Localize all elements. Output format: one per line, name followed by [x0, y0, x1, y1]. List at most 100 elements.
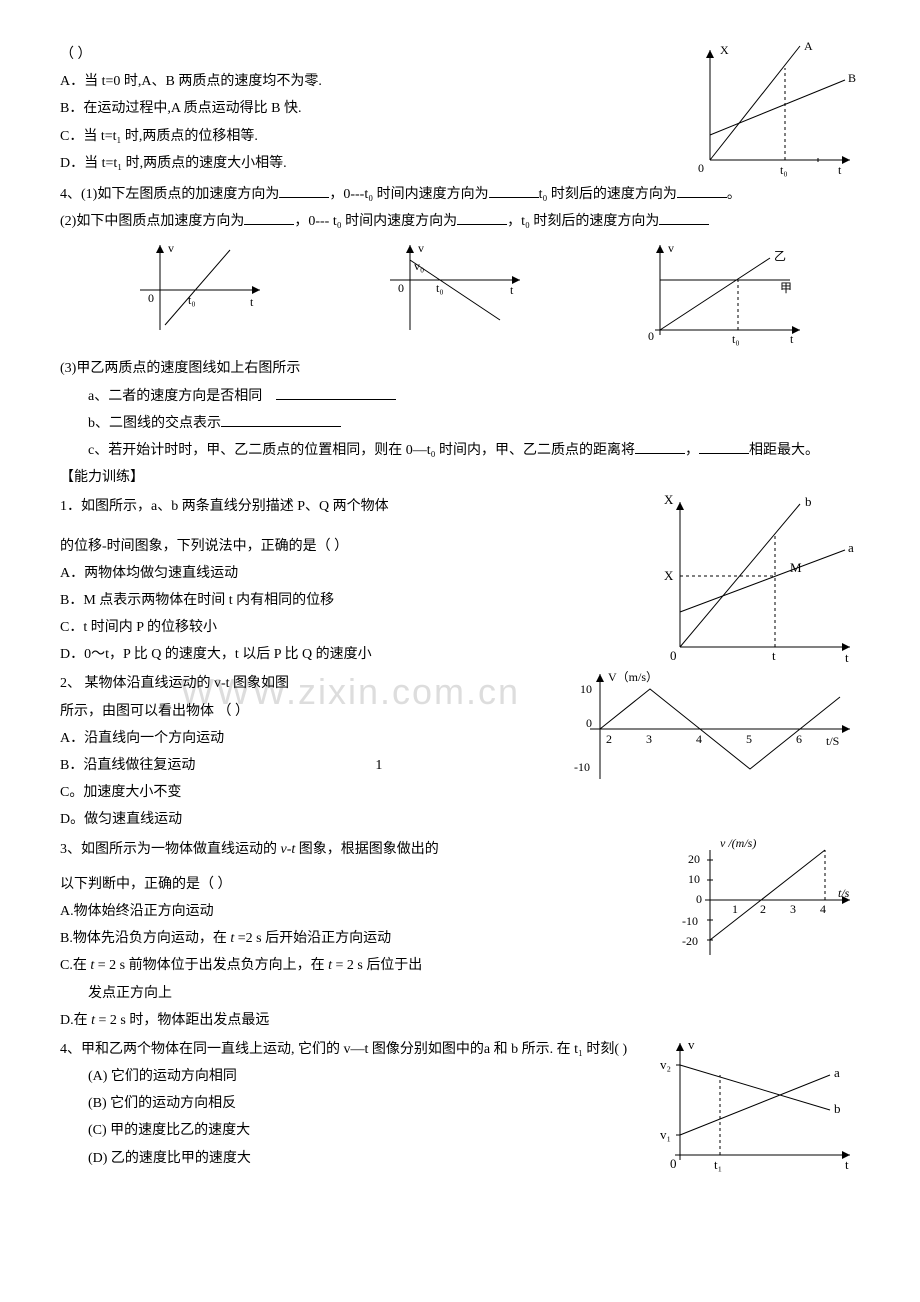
svg-text:0: 0	[586, 716, 592, 730]
svg-text:20: 20	[688, 852, 700, 866]
svg-text:v₀: v₀	[414, 259, 424, 273]
svg-text:0: 0	[648, 329, 654, 343]
p3-d: D.在 t = 2 s 时，物体距出发点最远	[60, 1008, 660, 1033]
svg-text:-20: -20	[682, 934, 698, 948]
svg-text:t₀: t₀	[780, 163, 788, 177]
svg-text:X: X	[664, 492, 674, 507]
p2-line2: 所示，由图可以看出物体 （ ）	[60, 699, 570, 724]
q4-2: (2)如下中图质点加速度方向为，0--- t₀ 时间内速度方向为，t₀ 时刻后的…	[60, 209, 860, 234]
svg-text:4: 4	[820, 902, 826, 916]
fig-vt-triangle: V（m/s） 10 0 -10 2 3 4 5 6 t/S	[570, 669, 860, 789]
svg-text:v: v	[688, 1037, 695, 1052]
svg-text:v /(m/s): v /(m/s)	[720, 836, 756, 850]
p4-intro: 4、甲和乙两个物体在同一直线上运动, 它们的 v—t 图像分别如图中的a 和 b…	[60, 1037, 650, 1062]
svg-text:2: 2	[760, 902, 766, 916]
p1-d: D．0～t，P 比 Q 的速度大，t 以后 P 比 Q 的速度小	[60, 642, 650, 667]
svg-text:t₀: t₀	[436, 281, 444, 295]
svg-text:a: a	[848, 540, 854, 555]
svg-text:0: 0	[670, 648, 677, 663]
svg-text:2: 2	[606, 732, 612, 746]
svg-text:a: a	[834, 1065, 840, 1080]
svg-text:X: X	[664, 568, 674, 583]
svg-text:t/S: t/S	[826, 734, 839, 748]
p1-line2: 的位移-时间图象，下列说法中，正确的是（ ）	[60, 534, 650, 559]
svg-text:v: v	[168, 241, 174, 255]
p2-d: D。做匀速直线运动	[60, 807, 570, 832]
fig-vt-left: v 0 t₀ t	[110, 240, 270, 340]
q4-3c: c、若开始计时时，甲、乙二质点的位置相同，则在 0—t₀ 时间内，甲、乙二质点的…	[60, 438, 860, 463]
svg-text:t: t	[845, 1157, 849, 1172]
p1-c: C．t 时间内 P 的位移较小	[60, 615, 650, 640]
svg-text:1: 1	[732, 902, 738, 916]
svg-text:t: t	[838, 163, 842, 177]
svg-text:t/s: t/s	[838, 886, 850, 900]
svg-text:10: 10	[580, 682, 592, 696]
p2-intro: 2、 某物体沿直线运动的 v-t 图象如图	[60, 671, 570, 696]
svg-text:v₁: v₁	[660, 1127, 671, 1142]
fig-vt-mid: v v₀ 0 t₀ t	[370, 240, 530, 340]
q3-opt-c: C．当 t=t₁ 时,两质点的位移相等.	[60, 124, 690, 149]
svg-text:b: b	[805, 494, 812, 509]
p3-a: A.物体始终沿正方向运动	[60, 899, 660, 924]
q4-3a: a、二者的速度方向是否相同	[60, 384, 860, 409]
svg-text:0: 0	[148, 291, 154, 305]
p2-b: B．沿直线做往复运动1	[60, 753, 570, 778]
svg-text:3: 3	[646, 732, 652, 746]
p4-a: (A) 它们的运动方向相同	[60, 1064, 650, 1089]
q3-opt-a: A．当 t=0 时,A、B 两质点的速度均不为零.	[60, 69, 690, 94]
svg-text:v: v	[668, 241, 674, 255]
svg-text:t₀: t₀	[188, 293, 196, 307]
svg-text:6: 6	[796, 732, 802, 746]
svg-text:t: t	[790, 332, 794, 346]
p2-a: A．沿直线向一个方向运动	[60, 726, 570, 751]
fig-vt-right: v 乙 甲 0 t₀ t	[630, 240, 810, 350]
svg-text:5: 5	[746, 732, 752, 746]
p3-line2: 以下判断中，正确的是（ ）	[60, 872, 660, 897]
p1-b: B．M 点表示两物体在时间 t 内有相同的位移	[60, 588, 650, 613]
p4-b: (B) 它们的运动方向相反	[60, 1091, 650, 1116]
svg-text:v₂: v₂	[660, 1057, 671, 1072]
p3-b: B.物体先沿负方向运动，在 t =2 s 后开始沿正方向运动	[60, 926, 660, 951]
svg-text:乙: 乙	[774, 249, 786, 263]
three-graphs: v 0 t₀ t v v₀ 0 t₀ t v 乙 甲 0 t₀ t	[60, 240, 860, 350]
ability-header: 【能力训练】	[60, 465, 860, 490]
q3-opt-d: D．当 t=t₁ 时,两质点的速度大小相等.	[60, 151, 690, 176]
q4-3: (3)甲乙两质点的速度图线如上右图所示	[60, 356, 860, 381]
p3-c: C.在 t = 2 s 前物体位于出发点负方向上，在 t = 2 s 后位于出	[60, 953, 660, 978]
q3-intro: （ ）	[60, 42, 690, 67]
svg-text:B: B	[848, 71, 856, 85]
svg-text:3: 3	[790, 902, 796, 916]
q3-block: （ ） A．当 t=0 时,A、B 两质点的速度均不为零. B．在运动过程中,A…	[60, 40, 860, 180]
p1-block: 1．如图所示，a、b 两条直线分别描述 P、Q 两个物体 的位移-时间图象，下列…	[60, 492, 860, 669]
svg-text:v: v	[418, 241, 424, 255]
svg-text:A: A	[804, 40, 813, 53]
svg-text:M: M	[790, 560, 802, 575]
p2-c: C。加速度大小不变	[60, 780, 570, 805]
svg-text:X: X	[720, 43, 729, 57]
svg-text:-10: -10	[682, 914, 698, 928]
q4-3b: b、二图线的交点表示	[60, 411, 860, 436]
svg-text:t: t	[250, 295, 254, 309]
p4-block: 4、甲和乙两个物体在同一直线上运动, 它们的 v—t 图像分别如图中的a 和 b…	[60, 1035, 860, 1175]
svg-text:0: 0	[696, 892, 702, 906]
svg-text:t: t	[772, 648, 776, 663]
svg-text:甲: 甲	[780, 281, 792, 295]
svg-text:t: t	[845, 650, 849, 665]
p3-block: 3、如图所示为一物体做直线运动的 v-t 图象，根据图象做出的 以下判断中，正确…	[60, 835, 860, 1035]
q3-opt-b: B．在运动过程中,A 质点运动得比 B 快.	[60, 96, 690, 121]
p3-c2: 发点正方向上	[60, 981, 660, 1006]
svg-text:t₀: t₀	[732, 332, 740, 346]
svg-text:4: 4	[696, 732, 702, 746]
svg-text:0: 0	[698, 161, 704, 175]
fig-xt-ab2: X b a M X 0 t t	[650, 492, 860, 667]
p4-c: (C) 甲的速度比乙的速度大	[60, 1118, 650, 1143]
svg-text:t₁: t₁	[714, 1157, 722, 1172]
svg-text:0: 0	[670, 1156, 677, 1171]
svg-text:b: b	[834, 1101, 841, 1116]
svg-text:10: 10	[688, 872, 700, 886]
p3-intro: 3、如图所示为一物体做直线运动的 v-t 图象，根据图象做出的	[60, 837, 660, 862]
p1-a: A．两物体均做匀速直线运动	[60, 561, 650, 586]
svg-text:-10: -10	[574, 760, 590, 774]
p4-d: (D) 乙的速度比甲的速度大	[60, 1146, 650, 1171]
fig-vt-linear: v /(m/s) 20 10 0 -10 -20 1 2 3 4 t/s	[660, 835, 860, 965]
